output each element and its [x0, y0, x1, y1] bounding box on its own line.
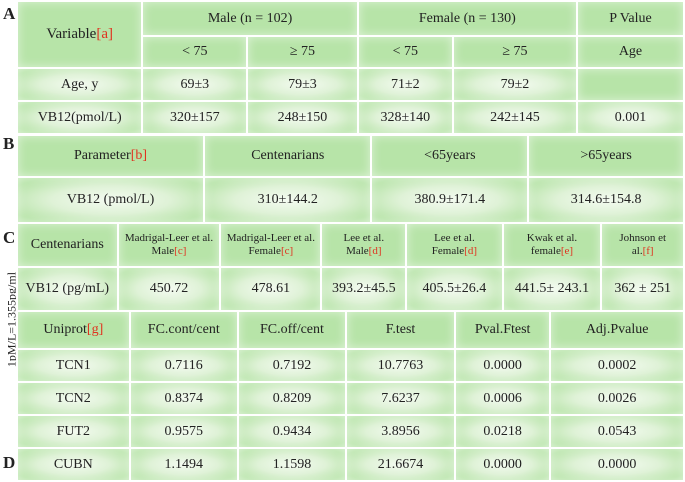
table-row: VB12 (pg/mL) 450.72 478.61 393.2±45.5 40… — [18, 268, 683, 310]
header-under-65: <65years — [372, 136, 528, 176]
subheader-female-lt75: < 75 — [358, 37, 452, 67]
table-row: TCN1 0.7116 0.7192 10.7763 0.0000 0.0002 — [18, 350, 683, 381]
row-label: FUT2 — [18, 416, 129, 447]
cell: 0.7116 — [130, 350, 237, 381]
panel-label-c: C — [3, 228, 16, 247]
subheader-pvalue-age: Age — [577, 37, 683, 67]
cell: 405.5±26.4 — [407, 268, 502, 310]
header-centenarians: Centenarians — [204, 136, 371, 176]
row-label: TCN2 — [18, 383, 129, 414]
cell: 0.0026 — [551, 383, 683, 414]
cell: 0.0006 — [456, 383, 550, 414]
cell: 441.5± 243.1 — [503, 268, 601, 310]
cell: 69±3 — [143, 69, 247, 100]
table-row: VB12 (pmol/L) 310±144.2 380.9±171.4 314.… — [18, 178, 683, 222]
cell: 0.001 — [577, 102, 683, 133]
header-ref-d-male: Lee et al. Male[d] — [322, 224, 406, 266]
table-row: TCN2 0.8374 0.8209 7.6237 0.0006 0.0026 — [18, 383, 683, 414]
subheader-male-ge75: ≥ 75 — [248, 37, 357, 67]
panel-label-d: D — [3, 453, 16, 472]
table-row: CUBN 1.1494 1.1598 21.6674 0.0000 0.0000 — [18, 449, 683, 480]
table-b: Parameter[b] Centenarians <65years >65ye… — [16, 134, 685, 224]
cell: 21.6674 — [346, 449, 455, 480]
subheader-female-ge75: ≥ 75 — [453, 37, 576, 67]
table-d: Uniprot[g] FC.cont/cent FC.off/cent F.te… — [16, 310, 685, 482]
cell: 3.8956 — [346, 416, 455, 447]
cell: 320±157 — [143, 102, 247, 133]
row-label: VB12 (pg/mL) — [18, 268, 117, 310]
cell: 0.8374 — [130, 383, 237, 414]
cell: 0.8209 — [238, 383, 345, 414]
cell: 0.0002 — [551, 350, 683, 381]
header-ref-c-male: Madrigal-Leer et al. Male[c] — [118, 224, 220, 266]
cell: 450.72 — [118, 268, 220, 310]
cell: 0.7192 — [238, 350, 345, 381]
header-female: Female (n = 130) — [358, 2, 576, 35]
panel-label-b: B — [3, 134, 15, 153]
cell: 1.1494 — [130, 449, 237, 480]
cell: 0.0000 — [551, 449, 683, 480]
header-ref-c-female: Madrigal-Leer et al. Female[c] — [221, 224, 321, 266]
row-label: VB12(pmol/L) — [18, 102, 142, 133]
header-male: Male (n = 102) — [143, 2, 357, 35]
panel-label-a: A — [3, 4, 16, 23]
header-parameter: Parameter[b] — [18, 136, 203, 176]
cell: 248±150 — [248, 102, 357, 133]
cell: 79±3 — [248, 69, 357, 100]
header-pvalue: P Value — [577, 2, 683, 35]
header-f-test: F.test — [346, 312, 455, 348]
header-centenarians: Centenarians — [18, 224, 117, 266]
header-ref-d-female: Lee et al. Female[d] — [407, 224, 502, 266]
cell: 393.2±45.5 — [322, 268, 406, 310]
cell: 10.7763 — [346, 350, 455, 381]
cell: 0.9575 — [130, 416, 237, 447]
header-over-65: >65years — [529, 136, 683, 176]
header-adj-pvalue: Adj.Pvalue — [551, 312, 683, 348]
cell: 242±145 — [453, 102, 576, 133]
row-label: Age, y — [18, 69, 142, 100]
row-label: CUBN — [18, 449, 129, 480]
header-ref-f: Johnson et al.[f] — [602, 224, 683, 266]
cell: 362 ± 251 — [602, 268, 683, 310]
cell: 0.9434 — [238, 416, 345, 447]
table-row: VB12(pmol/L) 320±157 248±150 328±140 242… — [18, 102, 683, 133]
cell: 328±140 — [358, 102, 452, 133]
header-pval-ftest: Pval.Ftest — [456, 312, 550, 348]
table-row: Age, y 69±3 79±3 71±2 79±2 — [18, 69, 683, 100]
header-ref-e-female: Kwak et al. female[e] — [503, 224, 601, 266]
cell: 0.0000 — [456, 449, 550, 480]
cell: 0.0218 — [456, 416, 550, 447]
table-row: FUT2 0.9575 0.9434 3.8956 0.0218 0.0543 — [18, 416, 683, 447]
cell: 478.61 — [221, 268, 321, 310]
cell: 380.9±171.4 — [372, 178, 528, 222]
cell: 314.6±154.8 — [529, 178, 683, 222]
cell: 79±2 — [453, 69, 576, 100]
header-variable: Variable[a] — [18, 2, 142, 67]
cell: 0.0000 — [456, 350, 550, 381]
cell — [577, 69, 683, 100]
table-a: Variable[a] Male (n = 102) Female (n = 1… — [16, 0, 685, 135]
cell: 7.6237 — [346, 383, 455, 414]
cell: 1.1598 — [238, 449, 345, 480]
cell: 71±2 — [358, 69, 452, 100]
cell: 310±144.2 — [204, 178, 371, 222]
row-label: TCN1 — [18, 350, 129, 381]
row-label: VB12 (pmol/L) — [18, 178, 203, 222]
header-fc-cont-cent: FC.cont/cent — [130, 312, 237, 348]
subheader-male-lt75: < 75 — [143, 37, 247, 67]
cell: 0.0543 — [551, 416, 683, 447]
header-fc-off-cent: FC.off/cent — [238, 312, 345, 348]
table-c: Centenarians Madrigal-Leer et al. Male[c]… — [16, 222, 685, 312]
header-uniprot: Uniprot[g] — [18, 312, 129, 348]
